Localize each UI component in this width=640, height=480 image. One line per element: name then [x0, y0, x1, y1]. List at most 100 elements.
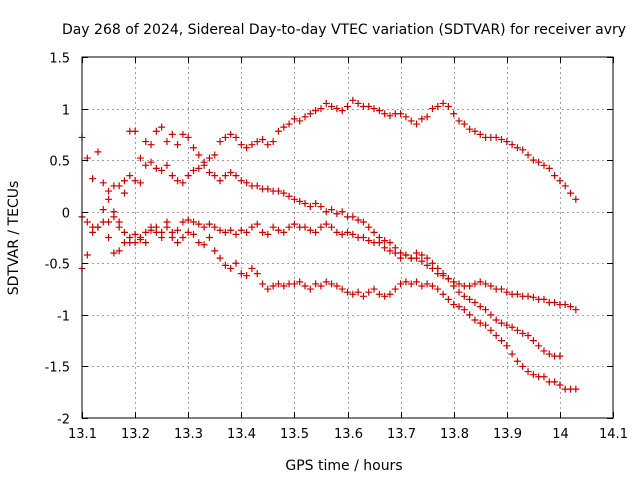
chart-title: Day 268 of 2024, Sidereal Day-to-day VTE…	[62, 22, 626, 38]
data-point	[211, 151, 219, 159]
data-point	[317, 203, 325, 211]
data-point	[434, 285, 442, 293]
data-point	[344, 288, 351, 296]
data-point	[253, 182, 261, 190]
data-point	[365, 237, 373, 245]
data-point	[322, 220, 330, 228]
data-point	[524, 292, 532, 300]
data-point	[386, 239, 394, 247]
data-point	[370, 105, 378, 113]
data-point	[397, 110, 405, 118]
data-point	[513, 326, 521, 334]
data-point	[216, 177, 224, 185]
data-point	[274, 226, 282, 234]
data-point	[195, 239, 203, 247]
data-point	[524, 151, 532, 159]
data-point	[535, 342, 543, 350]
data-point	[264, 185, 272, 193]
data-point	[551, 298, 559, 306]
data-point	[476, 319, 484, 327]
y-tick-label: 0	[62, 207, 70, 222]
y-tick-label: -1.5	[45, 361, 70, 376]
data-point	[540, 373, 548, 381]
data-point	[280, 228, 288, 236]
data-point	[540, 161, 548, 169]
data-point	[248, 223, 256, 231]
data-point	[487, 311, 495, 319]
data-point	[508, 323, 516, 331]
data-point	[492, 331, 500, 339]
data-point	[455, 303, 463, 311]
data-point	[391, 244, 399, 252]
data-point	[290, 280, 298, 288]
data-point	[386, 112, 394, 120]
series-track-b	[78, 206, 564, 360]
data-point	[264, 285, 272, 293]
data-point	[237, 226, 245, 234]
data-point	[471, 280, 479, 288]
data-point	[269, 223, 277, 231]
data-point	[476, 303, 484, 311]
data-point	[535, 158, 543, 166]
data-point	[482, 280, 490, 288]
data-point	[285, 192, 293, 200]
data-point	[444, 295, 452, 303]
data-point	[274, 127, 282, 135]
data-point	[397, 280, 405, 288]
data-point	[354, 216, 362, 224]
data-point	[428, 105, 436, 113]
y-tick-label: -0.5	[45, 258, 70, 273]
data-point	[131, 127, 139, 135]
data-point	[232, 172, 240, 180]
data-point	[503, 342, 511, 350]
data-point	[253, 270, 261, 278]
data-point	[338, 285, 346, 293]
data-point	[190, 218, 198, 226]
data-point	[216, 254, 224, 262]
data-point	[344, 228, 351, 236]
data-point	[524, 368, 532, 376]
y-tick-label: -2	[57, 413, 70, 428]
data-point	[519, 362, 527, 370]
data-point	[381, 110, 389, 118]
data-point	[466, 282, 474, 290]
data-point	[105, 218, 113, 226]
data-point	[280, 189, 288, 197]
data-point	[487, 326, 495, 334]
data-point	[471, 298, 479, 306]
data-point	[455, 117, 463, 125]
data-point	[402, 251, 410, 259]
y-tick-label: 1	[62, 104, 70, 119]
data-point	[497, 285, 505, 293]
data-point	[216, 138, 224, 146]
data-point	[142, 161, 150, 169]
data-point	[168, 234, 176, 241]
data-point	[142, 138, 150, 146]
data-point	[402, 278, 410, 286]
data-point	[94, 148, 102, 156]
data-point	[221, 172, 229, 180]
data-point	[232, 133, 240, 141]
data-point	[338, 208, 346, 216]
data-point	[227, 130, 235, 138]
data-point	[391, 285, 399, 293]
data-point	[243, 179, 251, 187]
x-axis-label: GPS time / hours	[285, 458, 402, 474]
data-point	[120, 228, 128, 236]
data-point	[466, 125, 474, 133]
data-point	[513, 144, 521, 152]
data-point	[328, 223, 336, 231]
data-point	[105, 195, 113, 203]
data-point	[529, 337, 537, 345]
data-point	[545, 164, 553, 172]
x-tick-label: 14	[552, 427, 569, 442]
data-point	[105, 234, 113, 241]
data-point	[513, 357, 521, 365]
data-point	[306, 203, 314, 211]
y-tick-label: 1.5	[49, 52, 70, 67]
data-point	[131, 177, 139, 185]
data-point	[221, 133, 229, 141]
data-point	[227, 264, 235, 272]
data-point	[450, 278, 458, 286]
